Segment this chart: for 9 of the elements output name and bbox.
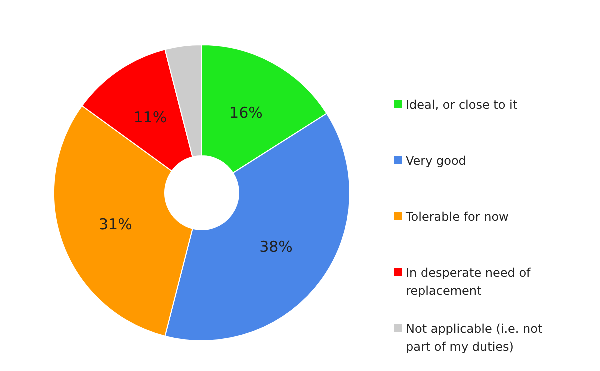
data-label: 31% bbox=[98, 215, 132, 234]
data-label: 38% bbox=[260, 238, 293, 256]
legend-label: Very good bbox=[406, 154, 466, 168]
data-label: 16% bbox=[230, 104, 263, 122]
legend-label: In desperate need of replacement bbox=[406, 266, 532, 298]
legend-label: Tolerable for now bbox=[405, 210, 510, 224]
data-label: 11% bbox=[134, 108, 168, 126]
legend-label: Not applicable (i.e. not part of my duties) bbox=[406, 322, 543, 354]
legend-label: Ideal, or close to it bbox=[406, 98, 518, 112]
